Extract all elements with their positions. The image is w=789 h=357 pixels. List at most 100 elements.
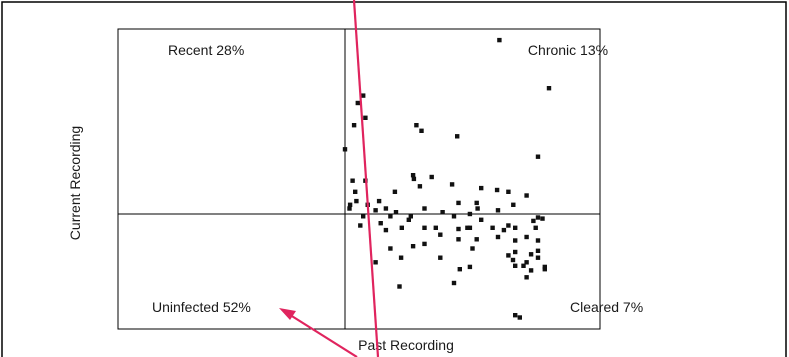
scatter-point [495, 208, 501, 213]
scatter-point [479, 185, 484, 191]
scatter-point [410, 244, 416, 249]
scatter-point [513, 249, 518, 255]
annotation-line [352, 0, 380, 357]
scatter-point [524, 260, 529, 265]
scatter-point [417, 184, 423, 189]
plot-area [117, 28, 601, 330]
scatter-point [361, 93, 366, 98]
scatter-point [511, 202, 516, 207]
scatter-point [535, 238, 541, 243]
y-axis-label: Current Recording [67, 126, 83, 240]
scatter-point [535, 248, 541, 253]
scatter-point [456, 226, 461, 232]
scatter-point [354, 198, 359, 204]
scatter-point [470, 246, 475, 251]
scatter-point [506, 223, 511, 228]
quadrant-label-top-right: Chronic 13% [528, 42, 608, 58]
scatter-point [422, 241, 427, 247]
scatter-point [524, 193, 529, 198]
scatter-point [350, 178, 355, 183]
scatter-point [358, 223, 363, 228]
scatter-point [467, 225, 473, 230]
scatter-point [347, 206, 352, 211]
scatter-point [419, 128, 424, 133]
quadrant-label-top-left: Recent 28% [168, 42, 244, 58]
scatter-point [378, 221, 383, 226]
scatter-point [542, 264, 547, 270]
scatter-point [351, 123, 357, 128]
annotation-arrow-line [286, 312, 358, 357]
scatter-point [399, 225, 404, 230]
scatter-point [524, 234, 529, 240]
scatter-point [506, 189, 511, 194]
scatter-point [513, 225, 518, 230]
scatter-point [342, 147, 348, 152]
scatter-point [528, 268, 534, 273]
scatter-point [497, 37, 502, 43]
scatter-point [474, 200, 479, 206]
scatter-point [438, 232, 443, 237]
scatter-point [373, 208, 378, 213]
scatter-point [479, 217, 484, 222]
scatter-point [449, 182, 455, 187]
scatter-point [422, 206, 427, 211]
scatter-point [383, 227, 389, 233]
scatter-point [510, 257, 516, 263]
scatter-point [513, 263, 518, 268]
scatter-point [546, 86, 552, 91]
scatter-points [342, 37, 552, 320]
scatter-point [361, 214, 366, 219]
scatter-point [388, 214, 393, 219]
scatter-point [506, 253, 511, 258]
scatter-point [414, 123, 419, 128]
quadrant-label-bottom-right: Cleared 7% [570, 299, 643, 315]
scatter-point [517, 315, 522, 320]
scatter-point [524, 275, 529, 280]
scatter-point [513, 238, 518, 243]
scatter-point [353, 189, 358, 194]
scatter-point [397, 284, 402, 289]
scatter-point [535, 154, 541, 159]
scatter-point [451, 280, 457, 286]
scatter-point [392, 189, 398, 194]
scatter-point [393, 210, 399, 215]
scatter-point [429, 174, 434, 180]
scatter-point [535, 255, 541, 260]
scatter-point [422, 225, 427, 230]
scatter-point [465, 225, 470, 230]
scatter-point [456, 200, 461, 206]
scatter-point [540, 216, 545, 221]
scatter-point [383, 206, 389, 211]
scatter-point [376, 198, 382, 204]
scatter-point [410, 173, 416, 178]
scatter-point [475, 206, 480, 211]
scatter-point [456, 237, 461, 242]
scatter-point [535, 215, 541, 220]
scatter-point [408, 214, 413, 219]
scatter-point [406, 217, 411, 222]
scatter-point [355, 100, 360, 106]
scatter-point [542, 267, 547, 272]
scatter-point [398, 255, 404, 260]
scatter-point [455, 134, 460, 139]
scatter-point [363, 115, 368, 120]
scatter-point [513, 313, 518, 318]
scatter-point [411, 176, 417, 182]
scatter-point [347, 202, 353, 207]
scatter-point [467, 264, 473, 270]
scatter-point [490, 225, 495, 230]
scatter-point [440, 210, 445, 215]
scatter-point [373, 260, 378, 265]
scatter-point [457, 267, 462, 272]
scatter-point [533, 225, 538, 230]
scatter-point [531, 218, 536, 224]
scatter-point [433, 225, 438, 230]
quadrant-label-bottom-left: Uninfected 52% [152, 299, 251, 315]
scatter-point [467, 211, 473, 217]
scatter-point [494, 187, 500, 193]
scatter-point [474, 237, 479, 242]
scatter-point [451, 214, 457, 219]
scatter-point [438, 255, 443, 260]
